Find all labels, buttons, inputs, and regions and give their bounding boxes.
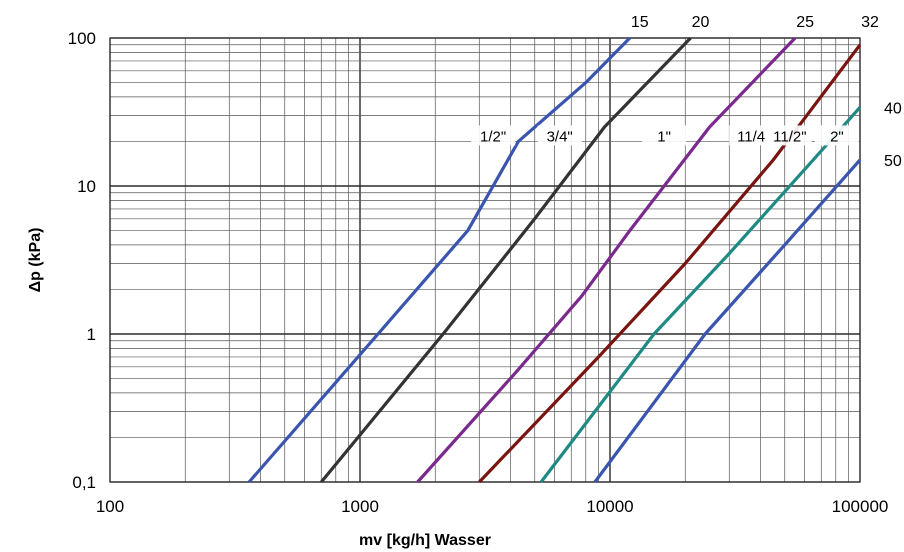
pipe-size-labels: 1/2" 3/4" 1" 11/4 11/2" 2" [471, 125, 859, 146]
dn-label-15: 15 [631, 14, 649, 31]
size-label-bg [767, 125, 812, 146]
dn-labels: 15 20 25 32 40 50 [631, 14, 902, 170]
dn-label-20: 20 [692, 14, 710, 31]
y-tick-label: 1 [87, 325, 96, 344]
size-label-bg [729, 125, 774, 146]
size-label-bg [537, 125, 582, 146]
series-line-dn15 [247, 36, 631, 484]
x-tick-label: 100 [96, 497, 124, 516]
dn-label-50: 50 [884, 153, 902, 170]
series-line-dn20 [320, 36, 692, 484]
y-tick-label: 10 [77, 177, 96, 196]
x-axis-title: mv [kg/h] Wasser [359, 532, 491, 549]
series-line-dn32 [478, 43, 862, 484]
series-line-dn25 [416, 36, 797, 484]
y-tick-label: 0,1 [72, 473, 96, 492]
dn-label-25: 25 [796, 14, 814, 31]
series-line-dn40 [539, 106, 862, 483]
x-tick-label: 100000 [832, 497, 889, 516]
y-axis-title: Δp (kPa) [27, 228, 44, 293]
y-tick-label: 100 [68, 29, 96, 48]
size-label-dn40: 11/2" [773, 128, 806, 145]
dn-label-40: 40 [884, 100, 902, 117]
size-label-bg [642, 125, 687, 146]
size-label-dn15: 1/2" [480, 128, 506, 145]
size-label-dn25: 1" [657, 128, 671, 145]
x-tick-label: 1000 [341, 497, 379, 516]
size-label-dn50: 2" [830, 128, 844, 145]
x-tick-label: 10000 [586, 497, 633, 516]
series-line-dn50 [593, 158, 862, 483]
size-label-dn20: 3/4" [547, 128, 573, 145]
y-axis-ticks: 0,1 1 10 100 [68, 29, 96, 492]
plot-frame [109, 37, 861, 483]
size-label-dn32: 11/4 [737, 128, 765, 145]
size-label-bg [814, 125, 859, 146]
chart-grid [109, 37, 861, 483]
x-axis-ticks: 100 1000 10000 100000 [96, 497, 889, 516]
size-label-bg [471, 125, 516, 146]
dn-label-32: 32 [861, 14, 879, 31]
